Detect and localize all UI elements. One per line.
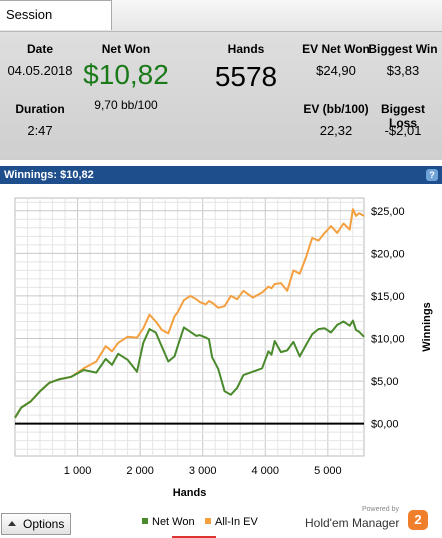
winnings-header-label: Winnings: $10,82 <box>4 169 94 181</box>
net-won-bb: 9,70 bb/100 <box>94 98 158 112</box>
date-value: 04.05.2018 <box>7 63 73 78</box>
y-tick-label: $0,00 <box>371 419 399 431</box>
duration-label: Duration <box>15 102 65 116</box>
legend-all-in-ev-label: All-In EV <box>215 516 258 528</box>
winnings-header-bar: Winnings: $10,82 ? <box>0 166 442 184</box>
help-icon[interactable]: ? <box>426 169 438 181</box>
biggest-win-value: $3,83 <box>386 63 420 78</box>
winnings-chart: 1 000 2 000 3 000 4 000 5 000 $0,00 $5,00 $10,0… <box>0 184 442 510</box>
winnings-chart-svg: 1 000 2 000 3 000 4 000 5 000 $0,00 $5,00 $10,0… <box>14 197 433 499</box>
triangle-up-icon <box>8 521 16 526</box>
legend-net-won-label: Net Won <box>152 516 195 528</box>
y-tick-label: $10,00 <box>371 333 405 345</box>
net-won-value: $10,82 <box>83 59 169 90</box>
x-axis-label: Hands <box>173 487 207 499</box>
ev-bb-label: EV (bb/100) <box>303 102 369 116</box>
options-button[interactable]: Options <box>1 513 71 535</box>
biggest-win-label: Biggest Win <box>368 42 438 56</box>
hm2-logo-icon: 2 <box>408 510 428 530</box>
date-label: Date <box>26 42 53 56</box>
plot-area <box>14 197 365 457</box>
indicator-bar <box>172 536 216 538</box>
ev-net-won-label: EV Net Won <box>302 42 370 56</box>
x-tick-label: 5 000 <box>314 465 342 477</box>
y-tick-label: $15,00 <box>371 291 405 303</box>
x-tick-label: 4 000 <box>252 465 280 477</box>
biggest-loss-label: Biggest Loss <box>380 102 425 130</box>
biggest-loss-value: -$2,01 <box>384 123 422 138</box>
brand-name: Hold'em Manager <box>305 516 400 530</box>
ev-net-won-value: $24,90 <box>316 63 356 78</box>
net-won-label: Net Won <box>101 42 151 56</box>
duration-value: 2:47 <box>27 123 53 138</box>
series-line-all-in-ev <box>14 208 365 419</box>
x-tick-label: 2 000 <box>126 465 154 477</box>
session-summary-panel: Date 04.05.2018 Duration 2:47 Net Won $1… <box>0 32 442 160</box>
series-line-net-won <box>14 319 365 419</box>
y-axis-label: Winnings <box>421 302 433 351</box>
x-tick-label: 1 000 <box>64 465 92 477</box>
tab-session-summary[interactable]: Session Summary <box>0 0 112 50</box>
legend-net-won-swatch <box>142 518 148 524</box>
holdem-manager-logo: Powered by Hold'em Manager 2 <box>305 506 435 538</box>
legend-all-in-ev-swatch <box>205 518 211 524</box>
ev-bb-value: 22,32 <box>319 123 353 138</box>
x-tick-label: 3 000 <box>189 465 217 477</box>
y-tick-label: $25,00 <box>371 206 405 218</box>
legend-all-in-ev: All-In EV <box>205 516 258 528</box>
legend-net-won: Net Won <box>142 516 195 528</box>
options-label: Options <box>23 517 65 531</box>
y-tick-label: $5,00 <box>371 376 399 388</box>
separator <box>0 160 442 166</box>
hands-value: 5578 <box>214 61 278 92</box>
hands-label: Hands <box>227 42 265 56</box>
y-tick-label: $20,00 <box>371 248 405 260</box>
tab-bar: Session Summary <box>0 0 442 50</box>
powered-by-text: Powered by <box>362 506 399 513</box>
footer: Options Net Won All-In EV Powered by Hol… <box>0 506 442 538</box>
